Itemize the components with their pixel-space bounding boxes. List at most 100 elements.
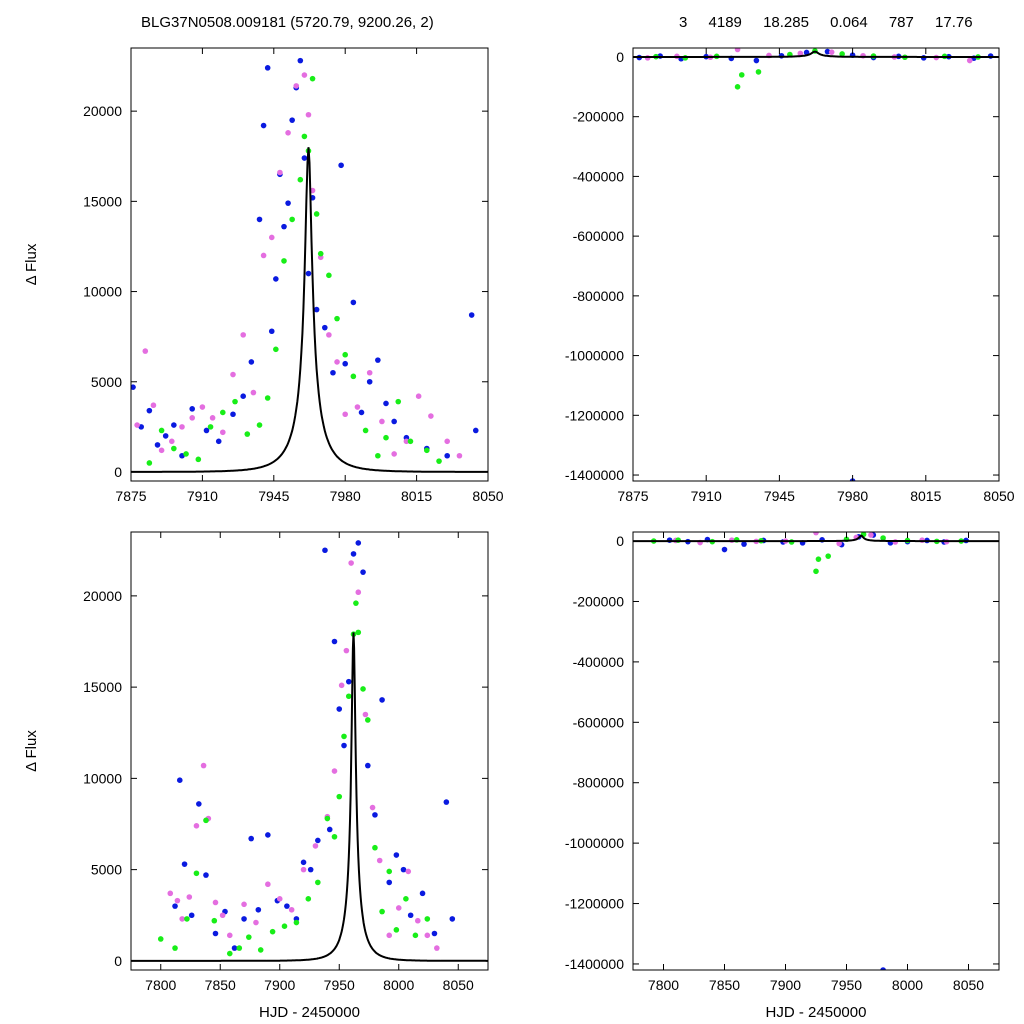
data-point-green — [350, 373, 357, 380]
data-point-magenta — [334, 359, 340, 365]
data-point-magenta — [369, 804, 376, 811]
plot-panel-top-left: 7875 7910 7945 7980 8015 8050 0 5000 10000 15000 2… — [23, 47, 504, 504]
data-point-magenta — [277, 169, 283, 176]
data-point-green — [305, 896, 312, 902]
data-point-magenta — [734, 48, 741, 53]
data-point-green — [211, 917, 218, 924]
data-point-green — [331, 833, 338, 840]
data-point-magenta — [391, 451, 397, 457]
data-point-green — [309, 75, 316, 82]
data-point-magenta — [415, 393, 422, 400]
data-point-green — [313, 211, 320, 217]
data-point-blue — [203, 872, 209, 878]
data-point-blue — [741, 541, 747, 547]
data-point-blue — [162, 433, 169, 439]
data-point-magenta — [338, 682, 345, 689]
data-point-blue — [341, 742, 347, 749]
data-point-magenta — [403, 438, 410, 445]
data-point-blue — [313, 306, 320, 313]
data-point-green — [207, 424, 214, 430]
plot-panel-bottom-right: 7800 7850 7900 7950 8000 8050 0 -200000 -400000 -… — [565, 531, 1000, 1021]
data-point-magenta — [348, 560, 354, 566]
y-tick-label: 5000 — [91, 862, 122, 878]
y-tick-label: 10000 — [83, 284, 122, 300]
data-point-magenta — [199, 404, 206, 410]
data-point-blue — [265, 832, 271, 838]
data-point-magenta — [158, 447, 165, 454]
x-tick-label: 7945 — [764, 488, 795, 504]
data-point-blue — [172, 903, 178, 909]
data-point-blue — [315, 837, 321, 844]
data-point-magenta — [288, 906, 295, 913]
data-point-green — [375, 452, 381, 459]
data-point-magenta — [362, 711, 369, 718]
x-tick-label: 8000 — [892, 977, 923, 993]
data-point-green — [158, 427, 165, 434]
data-point-green — [324, 815, 331, 822]
data-point-blue — [212, 930, 219, 937]
data-point-magenta — [395, 905, 402, 911]
header-value: 17.76 — [935, 14, 973, 31]
data-point-magenta — [179, 916, 185, 922]
y-tick-label: -1000000 — [565, 835, 624, 851]
data-point-blue — [285, 200, 291, 206]
data-point-blue — [372, 812, 378, 818]
y-tick-label: -400000 — [573, 654, 625, 670]
model-curve — [131, 147, 488, 473]
data-point-green — [317, 250, 324, 257]
data-point-green — [393, 927, 400, 933]
data-point-blue — [196, 801, 202, 807]
data-point-magenta — [209, 415, 216, 421]
data-point-green — [407, 438, 414, 445]
data-point-magenta — [355, 589, 362, 596]
data-point-blue — [301, 155, 308, 161]
x-tick-label: 7875 — [115, 488, 146, 504]
y-tick-label: -1000000 — [565, 348, 624, 364]
data-point-green — [256, 422, 263, 428]
data-point-green — [334, 315, 340, 322]
data-point-blue — [255, 906, 262, 913]
y-tick-label: -400000 — [573, 168, 625, 184]
data-point-blue — [322, 324, 328, 331]
data-point-magenta — [150, 402, 157, 409]
data-point-magenta — [220, 429, 226, 436]
data-point-green — [226, 950, 233, 957]
data-point-green — [326, 272, 332, 279]
data-point-green — [236, 945, 243, 951]
data-point-green — [203, 817, 209, 824]
data-point-blue — [407, 912, 414, 919]
data-point-green — [244, 431, 251, 437]
data-point-blue — [256, 216, 263, 223]
x-axis-label: HJD - 2450000 — [259, 1004, 360, 1021]
y-tick-label: 0 — [114, 464, 122, 480]
data-point-blue — [375, 357, 381, 363]
data-point-green — [289, 216, 295, 223]
data-point-blue — [468, 312, 475, 318]
data-point-blue — [345, 678, 352, 685]
data-point-green — [403, 896, 409, 902]
data-point-green — [360, 686, 366, 692]
y-tick-label: 15000 — [83, 679, 122, 695]
x-tick-label: 7900 — [770, 977, 801, 993]
data-point-green — [342, 351, 349, 358]
data-point-blue — [365, 762, 371, 769]
y-tick-label: 15000 — [83, 193, 122, 209]
data-point-green — [353, 600, 359, 606]
data-point-blue — [360, 569, 366, 575]
data-point-magenta — [134, 422, 140, 428]
data-point-magenta — [253, 919, 259, 926]
plot-frame — [130, 47, 489, 482]
data-point-blue — [297, 57, 304, 64]
data-point-blue — [443, 799, 450, 805]
x-tick-label: 8050 — [953, 977, 984, 993]
data-point-green — [839, 51, 845, 57]
data-point-blue — [336, 706, 343, 712]
data-point-magenta — [285, 129, 291, 136]
data-point-green — [880, 535, 886, 541]
plot-frame — [632, 531, 1000, 971]
y-tick-label: -1400000 — [565, 467, 624, 483]
data-point-blue — [189, 406, 195, 412]
data-point-magenta — [186, 894, 193, 900]
plot-frame — [130, 531, 489, 971]
data-point-magenta — [312, 843, 319, 849]
